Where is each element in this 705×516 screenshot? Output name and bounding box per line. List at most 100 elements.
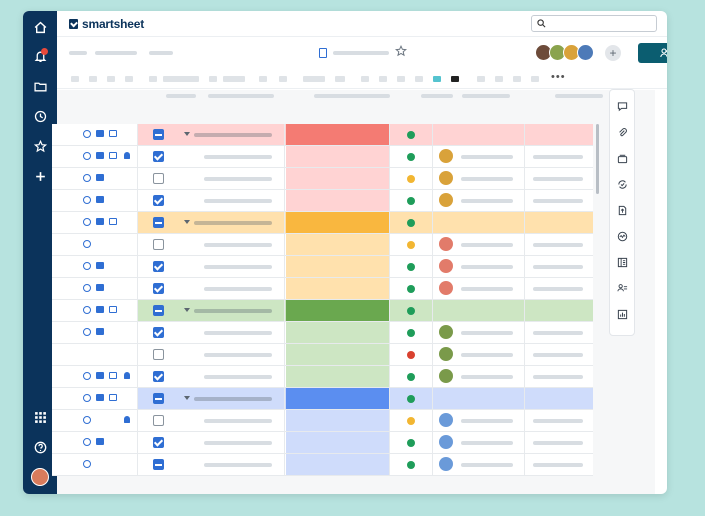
table-row[interactable] xyxy=(52,322,593,344)
comment-icon[interactable] xyxy=(96,174,104,181)
mention-icon[interactable] xyxy=(83,394,91,402)
row-checkbox[interactable] xyxy=(153,217,164,228)
row-checkbox[interactable] xyxy=(153,195,164,206)
row-checkbox[interactable] xyxy=(153,371,164,382)
column-header[interactable] xyxy=(462,94,510,98)
table-row[interactable] xyxy=(52,454,593,476)
column-header[interactable] xyxy=(421,94,453,98)
task-name-cell[interactable] xyxy=(178,454,285,475)
comment-icon[interactable] xyxy=(96,284,104,291)
color-cell[interactable] xyxy=(286,124,390,145)
toolbar-button[interactable] xyxy=(379,76,387,82)
collapse-caret-icon[interactable] xyxy=(184,220,190,224)
brand-logo[interactable]: smartsheet xyxy=(69,17,144,31)
mention-icon[interactable] xyxy=(83,174,91,182)
date-cell[interactable] xyxy=(533,441,583,445)
date-cell[interactable] xyxy=(533,287,583,291)
attachment-icon[interactable] xyxy=(109,372,117,379)
fill-color-button[interactable] xyxy=(451,76,459,82)
row-checkbox[interactable] xyxy=(153,393,164,404)
date-cell[interactable] xyxy=(533,155,583,159)
date-cell[interactable] xyxy=(533,463,583,467)
row-checkbox[interactable] xyxy=(153,129,164,140)
toolbar-button[interactable] xyxy=(149,76,157,82)
color-cell[interactable] xyxy=(286,454,390,475)
assigned-to-cell[interactable] xyxy=(433,322,525,343)
report-icon[interactable] xyxy=(617,307,628,320)
vertical-scrollbar[interactable] xyxy=(596,124,599,194)
row-checkbox[interactable] xyxy=(153,437,164,448)
table-row[interactable] xyxy=(52,146,593,168)
table-row[interactable] xyxy=(52,168,593,190)
comment-icon[interactable] xyxy=(96,394,104,401)
attachment-icon[interactable] xyxy=(617,125,628,137)
search-input[interactable] xyxy=(531,15,657,32)
table-row[interactable] xyxy=(52,190,593,212)
status-cell[interactable] xyxy=(390,344,433,365)
status-cell[interactable] xyxy=(390,256,433,277)
comment-icon[interactable] xyxy=(617,99,628,112)
task-name-cell[interactable] xyxy=(178,278,285,299)
apps-grid-icon[interactable] xyxy=(23,406,57,428)
date-cell[interactable] xyxy=(533,419,583,423)
toolbar-button[interactable] xyxy=(125,76,133,82)
date-cell[interactable] xyxy=(533,265,583,269)
status-cell[interactable] xyxy=(390,432,433,453)
color-cell[interactable] xyxy=(286,212,390,233)
people-icon[interactable] xyxy=(617,281,628,292)
table-row[interactable] xyxy=(52,278,593,300)
mention-icon[interactable] xyxy=(83,196,91,204)
task-name-cell[interactable] xyxy=(178,366,285,387)
row-checkbox[interactable] xyxy=(153,239,164,250)
row-checkbox[interactable] xyxy=(153,415,164,426)
mention-icon[interactable] xyxy=(83,262,91,270)
toolbar-button[interactable] xyxy=(209,76,217,82)
table-row[interactable] xyxy=(52,410,593,432)
comment-icon[interactable] xyxy=(96,152,104,159)
toolbar-button[interactable] xyxy=(415,76,423,82)
color-cell[interactable] xyxy=(286,322,390,343)
page-title[interactable] xyxy=(333,51,389,55)
attachment-icon[interactable] xyxy=(109,306,117,313)
color-cell[interactable] xyxy=(286,146,390,167)
toolbar-button[interactable] xyxy=(495,76,503,82)
toolbar-button[interactable] xyxy=(259,76,267,82)
row-checkbox[interactable] xyxy=(153,283,164,294)
table-row[interactable] xyxy=(52,366,593,388)
assigned-to-cell[interactable] xyxy=(433,212,525,233)
status-cell[interactable] xyxy=(390,146,433,167)
reminder-icon[interactable] xyxy=(124,372,130,379)
task-name-cell[interactable] xyxy=(178,300,285,321)
task-name-cell[interactable] xyxy=(178,234,285,255)
parent-row[interactable] xyxy=(52,300,593,322)
assigned-to-cell[interactable] xyxy=(433,388,525,409)
status-cell[interactable] xyxy=(390,190,433,211)
avatar[interactable] xyxy=(31,468,49,486)
task-name-cell[interactable] xyxy=(178,432,285,453)
attachment-icon[interactable] xyxy=(109,394,117,401)
row-checkbox[interactable] xyxy=(153,327,164,338)
toolbar-button[interactable] xyxy=(71,76,79,82)
color-cell[interactable] xyxy=(286,366,390,387)
breadcrumb[interactable] xyxy=(149,51,173,55)
column-header[interactable] xyxy=(208,94,274,98)
mention-icon[interactable] xyxy=(83,306,91,314)
toolbar-button[interactable] xyxy=(513,76,521,82)
add-collaborator-button[interactable]: + xyxy=(605,45,621,61)
share-button[interactable] xyxy=(638,43,667,63)
reminder-icon[interactable] xyxy=(124,152,130,159)
row-checkbox[interactable] xyxy=(153,173,164,184)
column-header[interactable] xyxy=(314,94,390,98)
comment-icon[interactable] xyxy=(96,372,104,379)
status-cell[interactable] xyxy=(390,366,433,387)
attachment-icon[interactable] xyxy=(109,130,117,137)
assigned-to-cell[interactable] xyxy=(433,124,525,145)
toolbar-button[interactable] xyxy=(279,76,287,82)
attachment-icon[interactable] xyxy=(109,218,117,225)
toolbar-button[interactable] xyxy=(335,76,345,82)
assigned-to-cell[interactable] xyxy=(433,168,525,189)
assigned-to-cell[interactable] xyxy=(433,410,525,431)
color-cell[interactable] xyxy=(286,432,390,453)
parent-row[interactable] xyxy=(52,388,593,410)
color-cell[interactable] xyxy=(286,410,390,431)
